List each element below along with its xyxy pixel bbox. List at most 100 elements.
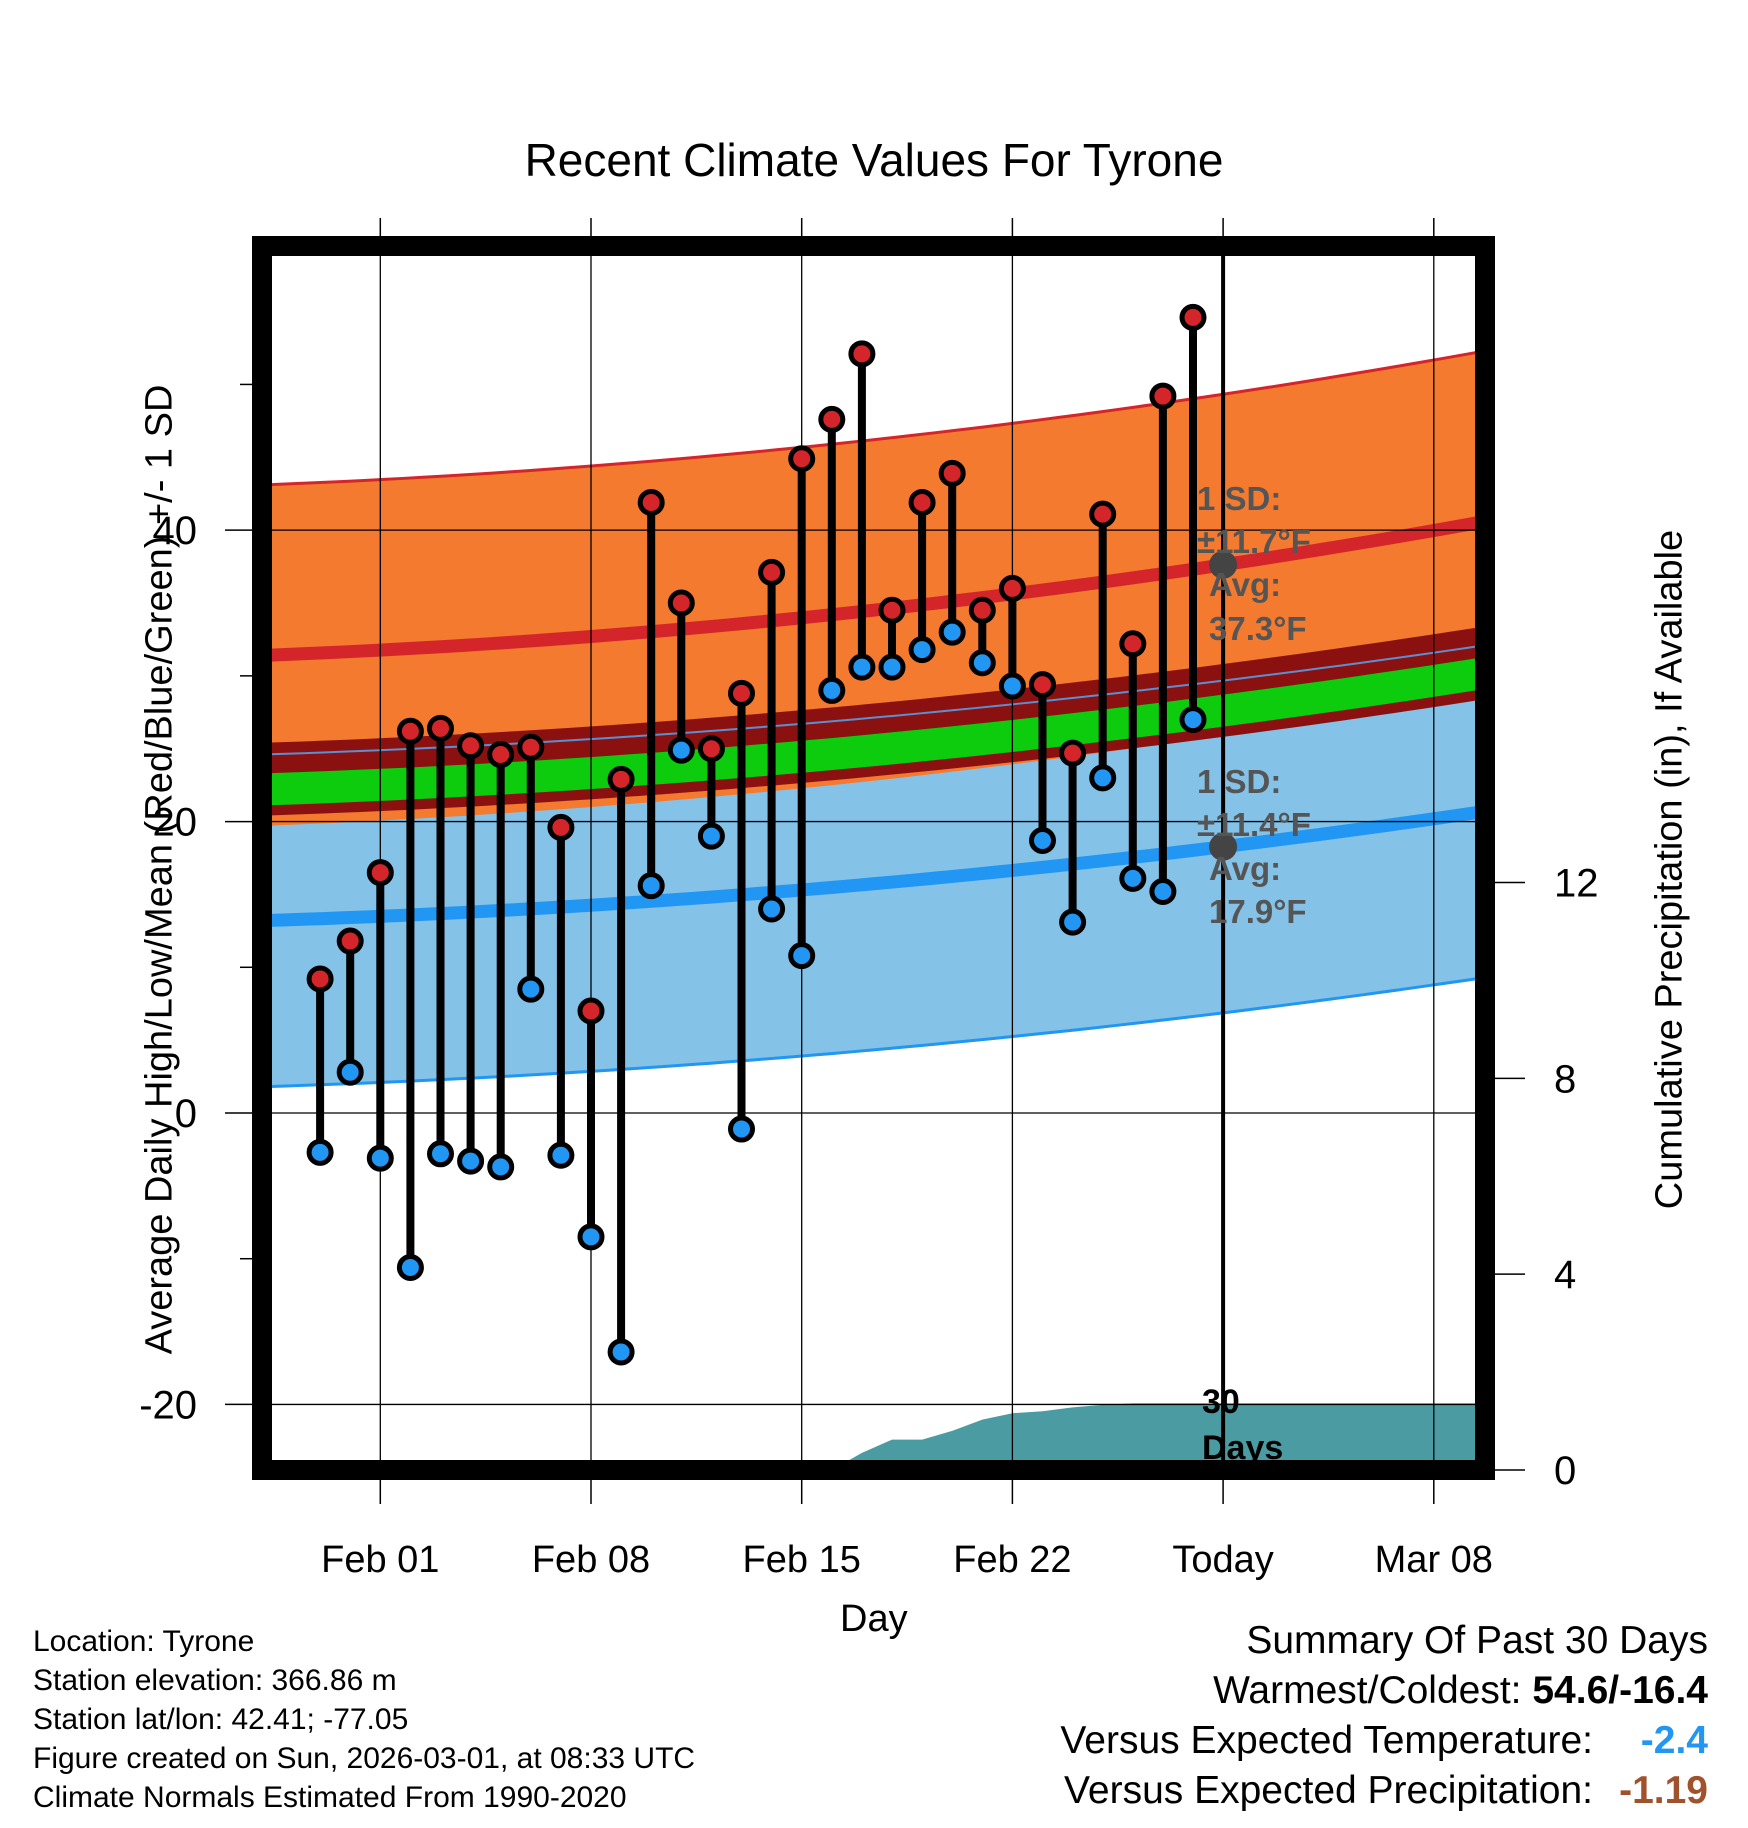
x-tick-label: Feb 15 [743, 1539, 861, 1581]
low-dot [487, 1153, 515, 1181]
x-tick-label: Today [1172, 1539, 1273, 1581]
temp-value: -2.4 [1640, 1719, 1708, 1762]
low-dot [667, 736, 695, 764]
low-dot [1059, 908, 1087, 936]
high-dot [366, 859, 394, 887]
high-dot [788, 445, 816, 473]
left-tick-label: 40 [153, 509, 198, 553]
high-sd-label: 1 SD: [1197, 480, 1281, 517]
low-dot [1149, 878, 1177, 906]
precip-area [290, 1403, 1485, 1470]
high-dot [487, 741, 515, 769]
high-dot [968, 596, 996, 624]
y-axis-label-right: Cumulative Precipitation (in), If Availa… [1648, 529, 1691, 1210]
low-dot [878, 653, 906, 681]
right-tick-label: 4 [1554, 1253, 1576, 1297]
low-dot [517, 975, 545, 1003]
high-sd-upper-line [261, 349, 1486, 487]
x-tick-label: Feb 01 [321, 1539, 439, 1581]
high-dot [517, 733, 545, 761]
warm-cold-label: Warmest/Coldest: [1213, 1669, 1533, 1712]
daily-bars [306, 303, 1207, 1366]
location-text: Location: Tyrone [33, 1625, 255, 1658]
high-avg-value: 37.3°F [1209, 610, 1307, 647]
high-dot [848, 340, 876, 368]
low-dot [848, 653, 876, 681]
high-dot [1179, 303, 1207, 331]
latlon-text: Station lat/lon: 42.41; -77.05 [33, 1703, 409, 1736]
left-tick-label: -20 [139, 1383, 197, 1427]
low-dot [728, 1115, 755, 1143]
temp-row: Versus Expected Temperature: -2.4 [1060, 1716, 1708, 1766]
summary-heading: Summary Of Past 30 Days [1246, 1619, 1708, 1662]
high-avg-label: Avg: [1209, 566, 1281, 603]
high-dot [547, 813, 575, 841]
low-dot [306, 1138, 334, 1166]
low-avg-line [261, 804, 1486, 928]
low-avg-label: Avg: [1209, 850, 1281, 887]
x-tick-label: Feb 08 [532, 1539, 650, 1581]
high-sd-value: ±11.7°F [1197, 523, 1311, 560]
frame-border [252, 236, 1495, 1480]
low-avg-value: 17.9°F [1209, 893, 1307, 930]
low-dot [1119, 864, 1147, 892]
low-dot [1029, 827, 1056, 855]
period-label-number: 30 [1202, 1383, 1240, 1421]
left-tick-label: 0 [175, 1092, 197, 1136]
today-high-marker [1209, 550, 1238, 579]
low-dot [1179, 706, 1207, 734]
high-dot [667, 589, 695, 617]
temp-label: Versus Expected Temperature: [1060, 1719, 1593, 1762]
low-sd-value: ±11.4°F [1197, 806, 1311, 843]
right-tick-label: 0 [1554, 1449, 1576, 1493]
low-dot [637, 872, 665, 900]
high-dot [1119, 630, 1147, 658]
high-dot [306, 965, 334, 993]
normals-text: Climate Normals Estimated From 1990-2020 [33, 1781, 627, 1814]
high-dot [1029, 671, 1056, 699]
high-dot [1059, 739, 1087, 767]
high-dot [607, 765, 635, 793]
precip-value: -1.19 [1619, 1769, 1708, 1812]
precip-label: Versus Expected Precipitation: [1064, 1769, 1593, 1812]
high-dot [938, 459, 966, 487]
normal-bands [261, 349, 1487, 1089]
low-dot [547, 1141, 575, 1169]
low-dot [457, 1147, 485, 1175]
station-info: Location: Tyrone Station elevation: 366.… [33, 1622, 695, 1817]
x-axis-label: Day [840, 1598, 908, 1640]
low-dot [336, 1058, 364, 1086]
x-tick-label: Feb 22 [953, 1539, 1071, 1581]
low-dot [938, 618, 966, 646]
low-dot [607, 1338, 635, 1366]
left-tick-label: 20 [153, 801, 198, 845]
low-sd-label: 1 SD: [1197, 763, 1281, 800]
high-dot [697, 735, 725, 763]
x-tick-label: Mar 08 [1375, 1539, 1493, 1581]
high-dot [878, 596, 906, 624]
created-text: Figure created on Sun, 2026-03-01, at 08… [33, 1742, 696, 1775]
low-dot [818, 676, 846, 704]
low-sd-lower-line [261, 976, 1486, 1089]
right-tick-label: 8 [1554, 1057, 1576, 1101]
annotations: 1 SD: ±11.7°F Avg: 37.3°F 1 SD: ±11.4°F Avg: 17… [1197, 480, 1311, 1467]
high-dot [908, 488, 936, 516]
high-dot [336, 927, 364, 955]
mean-band [262, 656, 1485, 806]
high-dot [637, 488, 665, 516]
today-low-marker [1209, 832, 1238, 861]
y-axis-label-left: Average Daily High/Low/Mean (Red/Blue/Gr… [138, 384, 181, 1355]
low-dot [427, 1140, 454, 1168]
right-tick-label: 12 [1554, 861, 1599, 905]
low-dot [758, 895, 786, 923]
high-dot [818, 405, 846, 433]
precip-row: Versus Expected Precipitation: -1.19 [1060, 1766, 1708, 1816]
high-dot [427, 714, 454, 742]
low-dot [366, 1144, 394, 1172]
low-dot [998, 672, 1026, 700]
low-dot [697, 822, 725, 850]
high-avg-line [261, 515, 1487, 662]
chart-title: Recent Climate Values For Tyrone [524, 134, 1224, 186]
high-dot [396, 717, 424, 745]
